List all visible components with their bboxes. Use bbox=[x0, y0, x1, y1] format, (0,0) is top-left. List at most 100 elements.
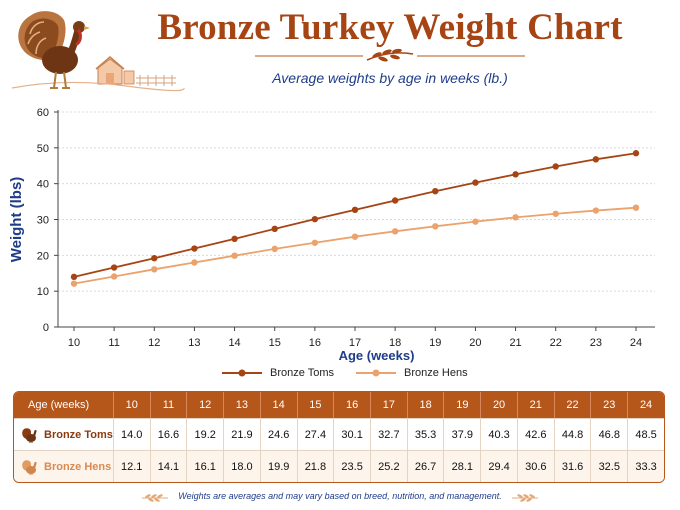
y-axis-label: Weight (lbs) bbox=[8, 177, 25, 263]
x-tick-label-21: 21 bbox=[509, 337, 521, 349]
data-point-hens-17 bbox=[351, 233, 359, 240]
table-cell-toms-16: 30.1 bbox=[333, 418, 370, 450]
x-tick-label-20: 20 bbox=[469, 337, 481, 349]
data-point-toms-22 bbox=[552, 163, 559, 170]
table-header-week-19: 19 bbox=[443, 392, 481, 418]
data-point-toms-23 bbox=[592, 156, 600, 163]
legend-label-toms: Bronze Toms bbox=[270, 367, 334, 379]
table-cell-toms-24: 48.5 bbox=[627, 418, 664, 450]
table-cell-toms-20: 40.3 bbox=[480, 418, 517, 450]
table-cell-toms-19: 37.9 bbox=[443, 418, 481, 450]
table-header-week-17: 17 bbox=[370, 392, 407, 418]
row-label-hens: Bronze Hens bbox=[14, 450, 113, 482]
table-header-week-14: 14 bbox=[259, 392, 297, 418]
table-header-week-15: 15 bbox=[296, 392, 334, 418]
table-cell-hens-23: 32.5 bbox=[590, 450, 628, 482]
table-cell-hens-11: 14.1 bbox=[149, 450, 187, 482]
table-cell-toms-14: 24.6 bbox=[259, 418, 297, 450]
data-point-hens-11 bbox=[110, 273, 118, 280]
data-point-hens-19 bbox=[432, 223, 439, 230]
x-tick-label-13: 13 bbox=[188, 337, 200, 349]
data-point-hens-15 bbox=[271, 245, 278, 253]
data-point-hens-22 bbox=[552, 210, 559, 217]
turkey-tom-icon bbox=[22, 427, 37, 443]
x-tick-label-22: 22 bbox=[550, 337, 562, 349]
turkey-farm-illustration bbox=[11, 11, 185, 92]
table-header-week-16: 16 bbox=[333, 392, 370, 418]
table-header-label: Age (weeks) bbox=[14, 392, 113, 418]
data-point-toms-11 bbox=[110, 264, 118, 271]
x-axis-label: Age (weeks) bbox=[339, 348, 415, 363]
page-title: Bronze Turkey Weight Chart bbox=[157, 7, 623, 48]
table-cell-hens-10: 12.1 bbox=[112, 450, 150, 482]
table-header-week-18: 18 bbox=[406, 392, 444, 418]
data-point-hens-23 bbox=[592, 207, 600, 214]
row-label-hens-text: Bronze Hens bbox=[44, 460, 112, 473]
table-cell-hens-19: 28.1 bbox=[443, 450, 481, 482]
table-header-week-21: 21 bbox=[516, 392, 554, 418]
table-row-toms: Bronze Toms 14.0 16.6 19.2 21.9 24.6 27.4 30.1… bbox=[14, 418, 664, 450]
table-header-week-24: 24 bbox=[627, 392, 664, 418]
data-point-toms-24 bbox=[632, 150, 640, 157]
y-tick-label-50: 50 bbox=[37, 143, 49, 155]
legend-item-hens: Bronze Hens bbox=[356, 367, 468, 379]
table-cell-hens-20: 29.4 bbox=[480, 450, 517, 482]
table-cell-toms-11: 16.6 bbox=[149, 418, 187, 450]
table-header-week-20: 20 bbox=[480, 392, 517, 418]
y-tick-label-20: 20 bbox=[37, 250, 49, 262]
data-point-toms-12 bbox=[151, 255, 158, 262]
x-tick-label-12: 12 bbox=[148, 337, 160, 349]
x-tick-label-14: 14 bbox=[228, 337, 240, 349]
data-point-toms-21 bbox=[512, 171, 519, 178]
data-point-toms-20 bbox=[472, 179, 479, 186]
table-cell-toms-21: 42.6 bbox=[516, 418, 554, 450]
x-tick-label-11: 11 bbox=[108, 337, 119, 349]
table-header-week-23: 23 bbox=[590, 392, 628, 418]
legend-label-hens: Bronze Hens bbox=[404, 367, 468, 379]
legend-item-toms: Bronze Toms bbox=[222, 367, 334, 379]
table-cell-toms-22: 44.8 bbox=[553, 418, 591, 450]
data-point-toms-19 bbox=[432, 187, 439, 195]
weight-data-table: Age (weeks) 10 11 12 13 14 15 16 17 18 19 20 21 22 23… bbox=[13, 391, 665, 483]
wheat-divider-icon bbox=[255, 48, 525, 62]
x-tick-label-24: 24 bbox=[630, 337, 642, 349]
table-cell-hens-15: 21.8 bbox=[296, 450, 334, 482]
data-point-toms-14 bbox=[231, 235, 238, 243]
y-tick-label-60: 60 bbox=[37, 107, 49, 119]
y-tick-label-40: 40 bbox=[37, 179, 49, 191]
y-tick-label-10: 10 bbox=[37, 286, 49, 298]
barn-icon bbox=[95, 56, 176, 86]
table-cell-toms-15: 27.4 bbox=[296, 418, 334, 450]
x-tick-label-15: 15 bbox=[269, 337, 281, 349]
x-tick-label-19: 19 bbox=[429, 337, 441, 349]
data-point-toms-16 bbox=[311, 215, 319, 223]
data-point-hens-20 bbox=[472, 218, 479, 225]
data-point-toms-17 bbox=[351, 206, 359, 214]
chart-subtitle: Average weights by age in weeks (lb.) bbox=[272, 70, 508, 86]
turkey-icon bbox=[18, 11, 90, 89]
table-cell-hens-13: 18.0 bbox=[223, 450, 260, 482]
data-point-hens-21 bbox=[512, 214, 519, 221]
data-point-hens-16 bbox=[311, 239, 319, 246]
chart-legend: Bronze Toms Bronze Hens bbox=[0, 367, 680, 385]
y-tick-label-30: 30 bbox=[37, 215, 49, 227]
data-point-hens-12 bbox=[151, 266, 158, 273]
table-header-week-10: 10 bbox=[112, 392, 150, 418]
data-point-hens-24 bbox=[632, 204, 640, 211]
turkey-hen-icon bbox=[22, 459, 37, 475]
x-tick-label-17: 17 bbox=[349, 337, 361, 349]
x-tick-label-16: 16 bbox=[309, 337, 321, 349]
table-cell-hens-21: 30.6 bbox=[516, 450, 554, 482]
row-label-toms: Bronze Toms bbox=[14, 418, 113, 450]
legend-swatch-toms bbox=[222, 369, 262, 377]
y-tick-label-0: 0 bbox=[43, 322, 49, 334]
legend-swatch-hens bbox=[356, 369, 396, 377]
table-cell-hens-12: 16.1 bbox=[186, 450, 224, 482]
row-label-toms-text: Bronze Toms bbox=[44, 428, 113, 441]
table-cell-hens-18: 26.7 bbox=[406, 450, 444, 482]
wheat-left-icon bbox=[142, 493, 169, 502]
footnote: Weights are averages and may vary based … bbox=[0, 491, 680, 502]
table-cell-toms-10: 14.0 bbox=[112, 418, 150, 450]
weight-line-chart: 0 10 20 30 40 50 60 10 11 12 13 14 15 16 17 18 19 20 21 22 2… bbox=[8, 107, 655, 363]
table-cell-toms-12: 19.2 bbox=[186, 418, 224, 450]
